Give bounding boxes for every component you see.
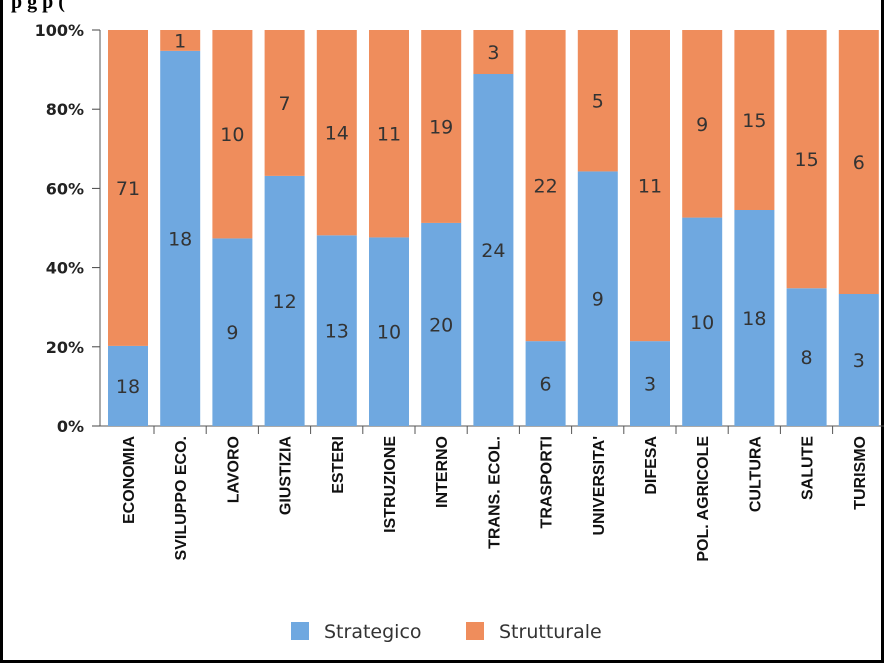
data-label-strategico: 3 bbox=[853, 350, 865, 372]
data-label-strutturale: 5 bbox=[592, 91, 604, 113]
category-label: TURISMO bbox=[852, 436, 869, 510]
bar-strategico bbox=[734, 210, 775, 426]
labels-layer: 1871181910127131410112019243622953111091… bbox=[116, 30, 865, 398]
category-label: TRASPORTI bbox=[539, 436, 556, 528]
data-label-strutturale: 1 bbox=[174, 30, 186, 52]
category-labels: ECONOMIA SVILUPPO ECO. LAVORO GIUSTIZIA ESTE… bbox=[121, 436, 869, 562]
data-label-strutturale: 11 bbox=[638, 176, 662, 198]
bar-strategico bbox=[838, 294, 879, 426]
chart-title-fragment: p g p ( bbox=[11, 0, 65, 13]
data-label-strategico: 18 bbox=[168, 228, 192, 250]
category-label: GIUSTIZIA bbox=[278, 436, 295, 516]
bar-strutturale bbox=[264, 30, 305, 176]
legend: Strategico Strutturale bbox=[291, 621, 602, 643]
y-tick-label: 80% bbox=[46, 100, 84, 119]
data-label-strutturale: 19 bbox=[429, 116, 453, 138]
data-label-strategico: 9 bbox=[226, 322, 238, 344]
data-label-strutturale: 15 bbox=[795, 149, 819, 171]
bar-strategico bbox=[316, 235, 357, 426]
bar-strategico bbox=[786, 288, 827, 426]
data-label-strategico: 10 bbox=[690, 312, 714, 334]
bar-strategico bbox=[264, 175, 305, 426]
bar-strategico bbox=[160, 50, 201, 427]
bar-strutturale bbox=[630, 30, 670, 342]
data-label-strategico: 20 bbox=[429, 314, 453, 336]
bar-strategico bbox=[682, 217, 723, 426]
data-label-strategico: 24 bbox=[481, 240, 505, 262]
data-label-strutturale: 7 bbox=[279, 93, 291, 115]
category-label: CULTURA bbox=[747, 436, 764, 513]
bar-strutturale bbox=[108, 30, 148, 346]
bar-strategico bbox=[212, 238, 253, 426]
legend-label: Strategico bbox=[324, 621, 422, 643]
data-label-strutturale: 22 bbox=[534, 176, 558, 198]
category-label: DIFESA bbox=[643, 436, 660, 495]
category-label: ECONOMIA bbox=[121, 436, 138, 524]
data-label-strutturale: 6 bbox=[853, 152, 865, 174]
bars-layer bbox=[108, 30, 879, 427]
category-label: SALUTE bbox=[800, 436, 817, 500]
bar-strutturale bbox=[838, 30, 879, 294]
data-label-strategico: 12 bbox=[273, 291, 297, 313]
category-label: ESTERI bbox=[330, 436, 347, 494]
data-label-strategico: 8 bbox=[801, 347, 813, 369]
bar-strutturale bbox=[212, 30, 253, 239]
bar-strutturale bbox=[525, 30, 566, 342]
data-label-strutturale: 9 bbox=[696, 114, 708, 136]
y-tick-label: 60% bbox=[46, 179, 84, 198]
legend-swatch bbox=[466, 622, 484, 640]
bar-strategico bbox=[577, 171, 618, 426]
data-label-strutturale: 10 bbox=[220, 124, 244, 146]
category-label: SVILUPPO ECO. bbox=[173, 436, 190, 560]
bar-strutturale bbox=[473, 30, 514, 74]
data-label-strategico: 13 bbox=[325, 321, 349, 343]
data-label-strutturale: 15 bbox=[742, 110, 766, 132]
bar-strategico bbox=[525, 341, 566, 426]
bar-strategico bbox=[421, 222, 462, 426]
data-label-strutturale: 11 bbox=[377, 124, 401, 146]
bar-strategico bbox=[108, 345, 148, 426]
data-label-strategico: 3 bbox=[644, 374, 656, 396]
data-label-strategico: 9 bbox=[592, 289, 604, 311]
legend-swatch bbox=[291, 622, 309, 640]
category-label: ISTRUZIONE bbox=[382, 436, 399, 533]
bar-strategico bbox=[473, 74, 514, 426]
bar-strutturale bbox=[682, 30, 723, 218]
y-tick-label: 20% bbox=[46, 338, 84, 357]
category-label: POL. AGRICOLE bbox=[695, 436, 712, 562]
bar-strutturale bbox=[421, 30, 462, 223]
category-label: TRANS. ECOL. bbox=[486, 436, 503, 549]
data-label-strutturale: 14 bbox=[325, 123, 349, 145]
legend-label: Strutturale bbox=[499, 621, 602, 643]
data-label-strutturale: 71 bbox=[116, 178, 140, 200]
category-label: INTERNO bbox=[434, 436, 451, 508]
data-label-strategico: 6 bbox=[540, 374, 552, 396]
bar-strutturale bbox=[316, 30, 357, 236]
data-label-strategico: 18 bbox=[742, 308, 766, 330]
bar-strutturale bbox=[786, 30, 827, 289]
data-label-strategico: 10 bbox=[377, 322, 401, 344]
data-label-strutturale: 3 bbox=[487, 42, 499, 64]
bar-strutturale bbox=[734, 30, 775, 210]
bar-strutturale bbox=[160, 30, 201, 51]
bar-strutturale bbox=[369, 30, 409, 238]
y-tick-label: 40% bbox=[46, 259, 84, 278]
y-tick-label: 100% bbox=[35, 21, 84, 40]
y-tick-label: 0% bbox=[57, 417, 84, 436]
category-label: UNIVERSITA' bbox=[591, 436, 608, 536]
bar-strutturale bbox=[577, 30, 618, 172]
bar-strategico bbox=[630, 341, 670, 426]
bar-strategico bbox=[369, 237, 409, 426]
category-label: LAVORO bbox=[225, 436, 242, 503]
data-label-strategico: 18 bbox=[116, 376, 140, 398]
